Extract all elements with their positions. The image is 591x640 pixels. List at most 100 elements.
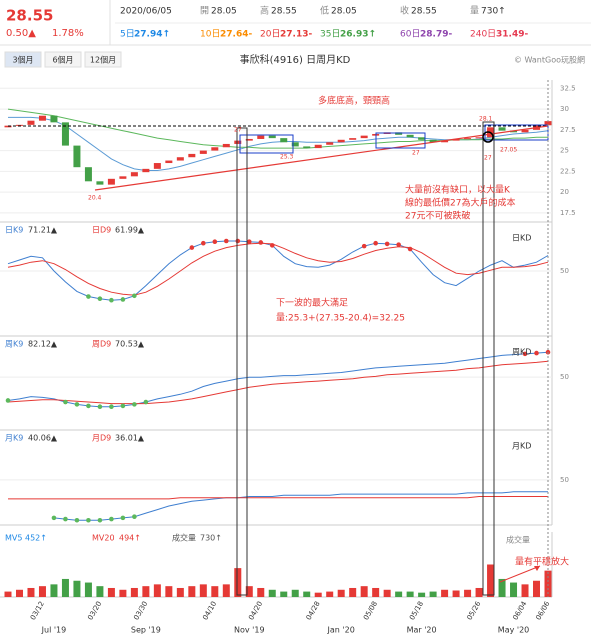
range-buttons: 3個月 6個月 12個月 xyxy=(4,51,122,68)
candle xyxy=(326,142,334,145)
ma-label: 10日 xyxy=(200,29,220,40)
range-button[interactable] xyxy=(84,51,122,68)
change-pct: 1.78% xyxy=(52,28,84,39)
candle xyxy=(510,130,518,133)
kd-dot xyxy=(246,239,252,245)
candle xyxy=(234,140,242,144)
volume-bar xyxy=(418,592,426,597)
candle xyxy=(15,124,23,126)
legend-value: 36.01▲ xyxy=(115,434,145,443)
annotation: 下一波的最大滿足 xyxy=(276,297,348,309)
ma-label: 60日 xyxy=(400,29,420,40)
kd-line xyxy=(8,496,548,500)
candle xyxy=(464,138,472,140)
volume-bar xyxy=(498,578,506,597)
y-tick-label: 22.5 xyxy=(560,167,576,175)
price-note: 27 xyxy=(234,127,242,134)
legend-value: 61.99▲ xyxy=(115,226,145,235)
volume-bar xyxy=(291,589,299,597)
quote-value: 28.05 xyxy=(331,7,357,17)
kd-dot xyxy=(120,297,126,302)
ma-value: 26.93↑ xyxy=(340,30,376,40)
candle xyxy=(349,138,357,140)
candle xyxy=(50,115,58,123)
volume-bar xyxy=(211,586,219,597)
volume-bar xyxy=(73,580,81,597)
candle xyxy=(280,138,288,143)
volume-bar xyxy=(383,589,391,597)
x-month-label: Mar '20 xyxy=(407,626,437,635)
candle xyxy=(73,145,81,168)
candle xyxy=(245,138,253,141)
quote-label: 收 xyxy=(400,5,409,17)
volume-bar xyxy=(153,584,161,597)
candle xyxy=(452,138,460,141)
kd-dot xyxy=(120,515,126,521)
ma-value: 27.94↑ xyxy=(134,30,170,40)
candle xyxy=(475,137,483,139)
volume-bar xyxy=(50,584,58,597)
kd-dot xyxy=(361,243,367,249)
volume-bar xyxy=(314,592,322,597)
kd-dot xyxy=(269,243,275,248)
range-button[interactable] xyxy=(44,51,82,68)
price-note: 25.3 xyxy=(280,154,294,161)
volume-bar xyxy=(372,587,380,597)
kd-dot xyxy=(74,402,80,407)
volume-bar xyxy=(303,591,311,597)
candle xyxy=(314,144,322,149)
candle xyxy=(84,167,92,182)
ma-value: 28.79- xyxy=(420,30,452,40)
annotation: 大量前沒有缺口，以大量K xyxy=(405,184,511,196)
kd-dot xyxy=(143,399,149,405)
range-button-label: 6個月 xyxy=(52,55,73,65)
ma-value: 27.13- xyxy=(280,30,312,40)
candle xyxy=(61,122,69,146)
range-button[interactable] xyxy=(4,51,42,68)
candle xyxy=(188,153,196,158)
candle xyxy=(165,160,173,164)
x-month-label: Jul '19 xyxy=(41,626,67,635)
volume-bar xyxy=(268,589,276,597)
kd-dot xyxy=(86,294,91,299)
volume-bar xyxy=(38,586,46,597)
kd-dot xyxy=(109,404,114,409)
candle xyxy=(222,143,230,148)
kd-dot xyxy=(86,517,91,523)
date: 2020/06/05 xyxy=(120,7,172,17)
price-note: 27 xyxy=(484,155,492,162)
credit: © WantGoo玩股網 xyxy=(514,55,585,65)
volume-bar xyxy=(395,591,403,597)
quote-value: 28.55 xyxy=(271,7,297,17)
header-quote: 開 28.05 高 28.55 低 28.05 收 28.55 量 730↑5日 27.94↑ 10日… xyxy=(120,5,528,40)
annotation: 27元不可被跌破 xyxy=(405,210,470,222)
y-tick-label: 27.5 xyxy=(560,126,576,134)
volume-bar xyxy=(280,591,288,597)
candle xyxy=(119,176,127,179)
kd-dot xyxy=(223,238,229,244)
kd-dot xyxy=(97,517,103,523)
candle xyxy=(153,163,161,169)
legend-name: 月D9 xyxy=(92,434,111,443)
price-note: 28.1 xyxy=(479,116,493,123)
kd-dot xyxy=(120,403,126,409)
candle xyxy=(360,135,368,139)
volume-bar xyxy=(337,589,345,597)
panel-label: 月KD xyxy=(512,442,531,451)
volume-bar xyxy=(452,590,460,597)
price-note: 27.05 xyxy=(500,147,517,154)
volume-bar xyxy=(245,586,253,597)
x-month-label: Jan '20 xyxy=(327,626,355,635)
highlight-column xyxy=(482,121,495,596)
kd-line xyxy=(7,242,549,296)
y-tick-label: 32.5 xyxy=(560,84,576,92)
price-note: 20.4 xyxy=(88,195,102,202)
annotation: 多底底高，頸頸高 xyxy=(318,95,390,107)
y-tick-label: 50 xyxy=(560,373,569,381)
volume-bar xyxy=(84,582,92,597)
kd-dot xyxy=(132,293,137,299)
candle xyxy=(268,135,276,139)
ma-label: 5日 xyxy=(120,29,135,40)
highlight-column xyxy=(236,127,248,596)
candle xyxy=(38,115,46,121)
